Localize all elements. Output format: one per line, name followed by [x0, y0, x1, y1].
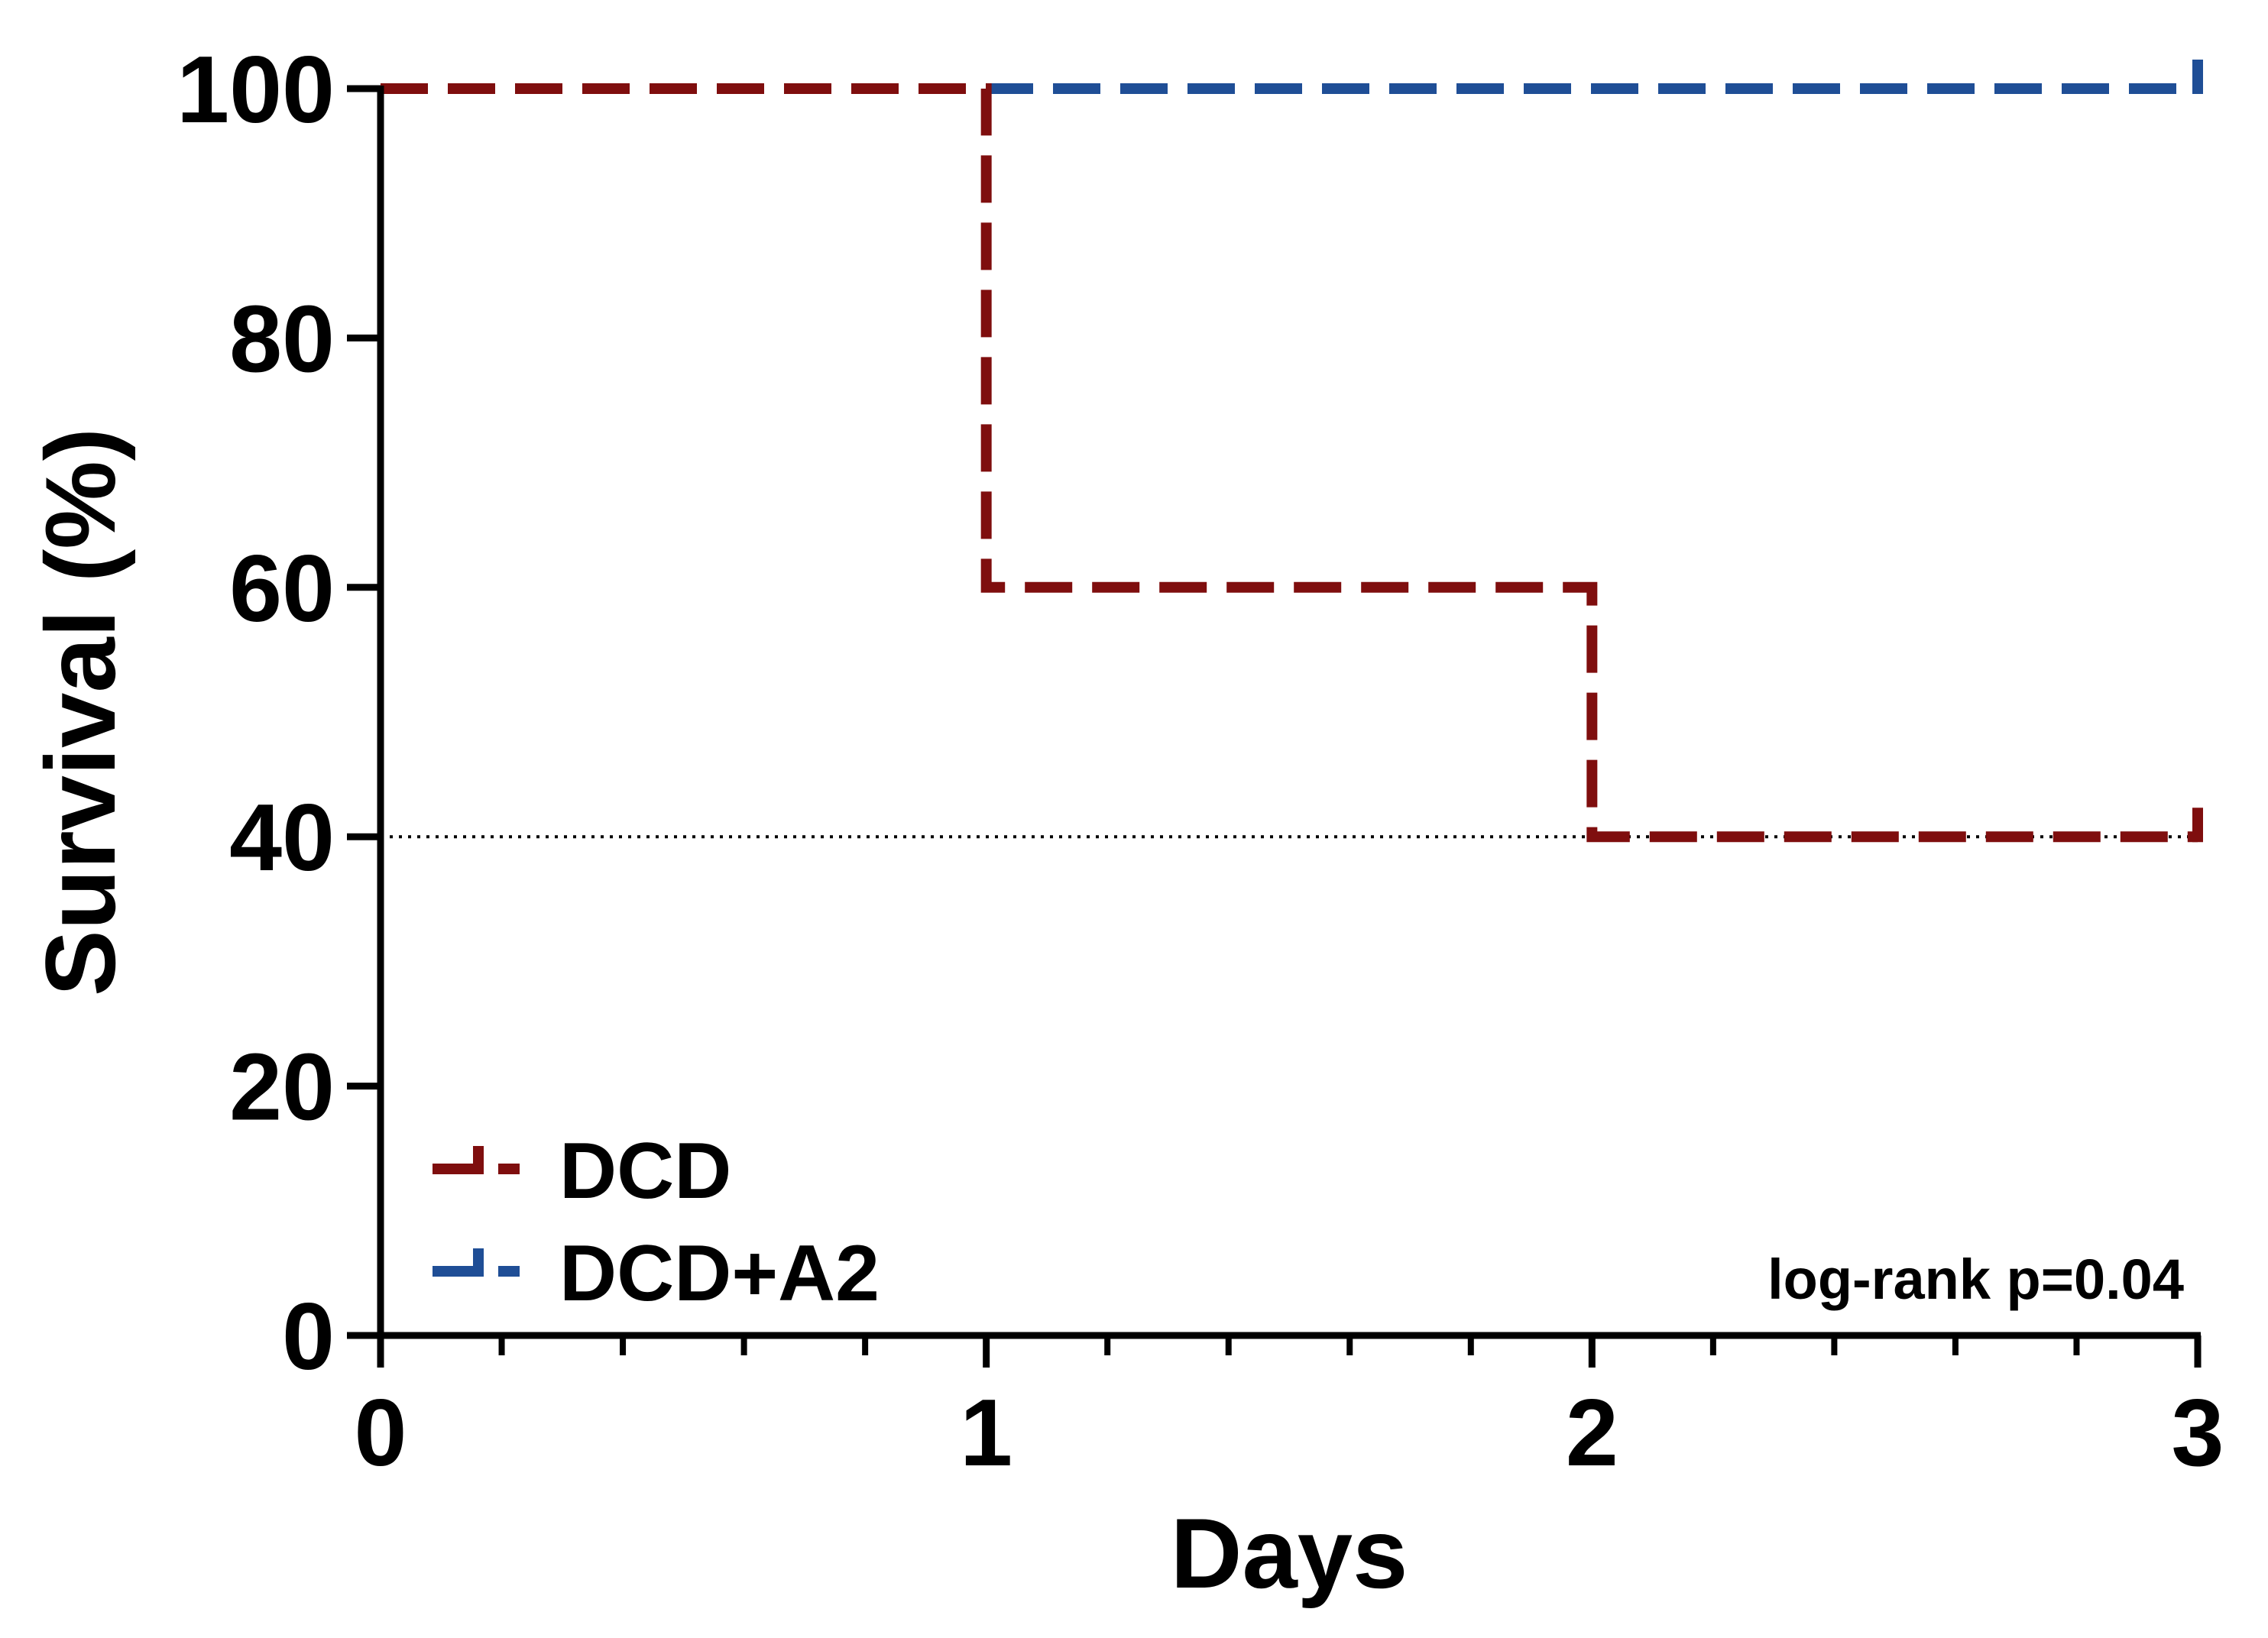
- x-tick-label: 1: [960, 1381, 1013, 1486]
- x-axis-title: Days: [1171, 1497, 1408, 1609]
- legend-layer: DCD DCD+A2: [433, 1127, 880, 1318]
- y-tick-label: 80: [229, 286, 335, 392]
- x-tick-label: 3: [2172, 1381, 2224, 1486]
- y-tick-label: 100: [177, 37, 335, 143]
- legend-label: DCD+A2: [559, 1229, 880, 1318]
- series-layer: [381, 60, 2203, 843]
- y-tick-label: 20: [229, 1035, 335, 1141]
- axes-layer: [347, 85, 2202, 1368]
- x-tick-label: 2: [1566, 1381, 1618, 1486]
- series-line-dcd: [381, 83, 2198, 843]
- legend-label: DCD: [559, 1127, 731, 1216]
- legend-item-dcd: DCD: [433, 1127, 731, 1216]
- y-axis-title: Survival (%): [24, 428, 136, 996]
- legend-item-dcd-a2: DCD+A2: [433, 1229, 880, 1318]
- text-layer: 0 20 40 60 80 100 0 1 2 3 Days Survival (%) log-rank…: [24, 37, 2224, 1609]
- x-tick-label: 0: [355, 1381, 407, 1486]
- y-tick-label: 60: [229, 536, 335, 642]
- y-tick-label: 40: [229, 785, 335, 891]
- logrank-annotation: log-rank p=0.04: [1767, 1248, 2184, 1311]
- y-tick-label: 0: [282, 1284, 335, 1390]
